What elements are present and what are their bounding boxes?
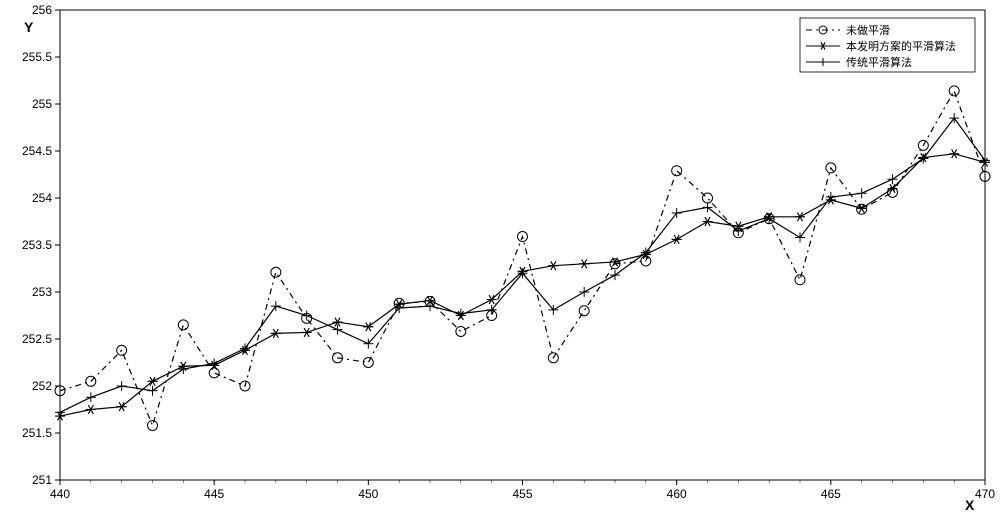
x-tick-label: 455: [512, 487, 532, 501]
x-tick-label: 445: [204, 487, 224, 501]
y-tick-label: 253: [32, 285, 52, 299]
x-tick-label: 450: [358, 487, 378, 501]
series-line: [60, 154, 985, 416]
marker-circle: [456, 326, 466, 336]
y-tick-label: 255.5: [22, 50, 52, 64]
y-tick-label: 252: [32, 379, 52, 393]
y-tick-label: 255: [32, 97, 52, 111]
series-0: [55, 86, 990, 431]
y-tick-label: 254.5: [22, 144, 52, 158]
series-1: [55, 149, 990, 420]
legend-label: 本发明方案的平滑算法: [846, 39, 956, 53]
x-tick-label: 465: [821, 487, 841, 501]
marker-circle: [178, 320, 188, 330]
x-tick-label: 470: [975, 487, 995, 501]
y-tick-label: 254: [32, 191, 52, 205]
y-tick-label: 251.5: [22, 426, 52, 440]
x-tick-label: 460: [667, 487, 687, 501]
y-tick-label: 253.5: [22, 238, 52, 252]
series-line: [60, 91, 985, 426]
chart-svg: 440 445 450 455 460 465 470 251 251.5 252 252.5 253…: [0, 0, 1000, 514]
y-tick-label: 256: [32, 3, 52, 17]
x-axis-title: X: [965, 497, 975, 513]
series-2: [55, 113, 990, 417]
marker-circle: [209, 368, 219, 378]
y-tick-label: 252.5: [22, 332, 52, 346]
plot-area: [60, 10, 985, 480]
marker-circle: [795, 275, 805, 285]
marker-circle: [579, 306, 589, 316]
marker-circle: [672, 166, 682, 176]
marker-circle: [703, 193, 713, 203]
x-tick-label: 440: [50, 487, 70, 501]
y-tick-label: 251: [32, 473, 52, 487]
series-line: [60, 118, 985, 412]
marker-circle: [949, 86, 959, 96]
marker-circle: [148, 420, 158, 430]
chart-container: 440 445 450 455 460 465 470 251 251.5 252 252.5 253…: [0, 0, 1000, 514]
marker-circle: [363, 358, 373, 368]
y-axis-title: Y: [24, 19, 34, 35]
marker-circle: [271, 267, 281, 277]
legend-label: 未做平滑: [846, 23, 890, 37]
legend: 未做平滑本发明方案的平滑算法传统平滑算法: [800, 18, 975, 72]
legend-label: 传统平滑算法: [846, 55, 912, 69]
